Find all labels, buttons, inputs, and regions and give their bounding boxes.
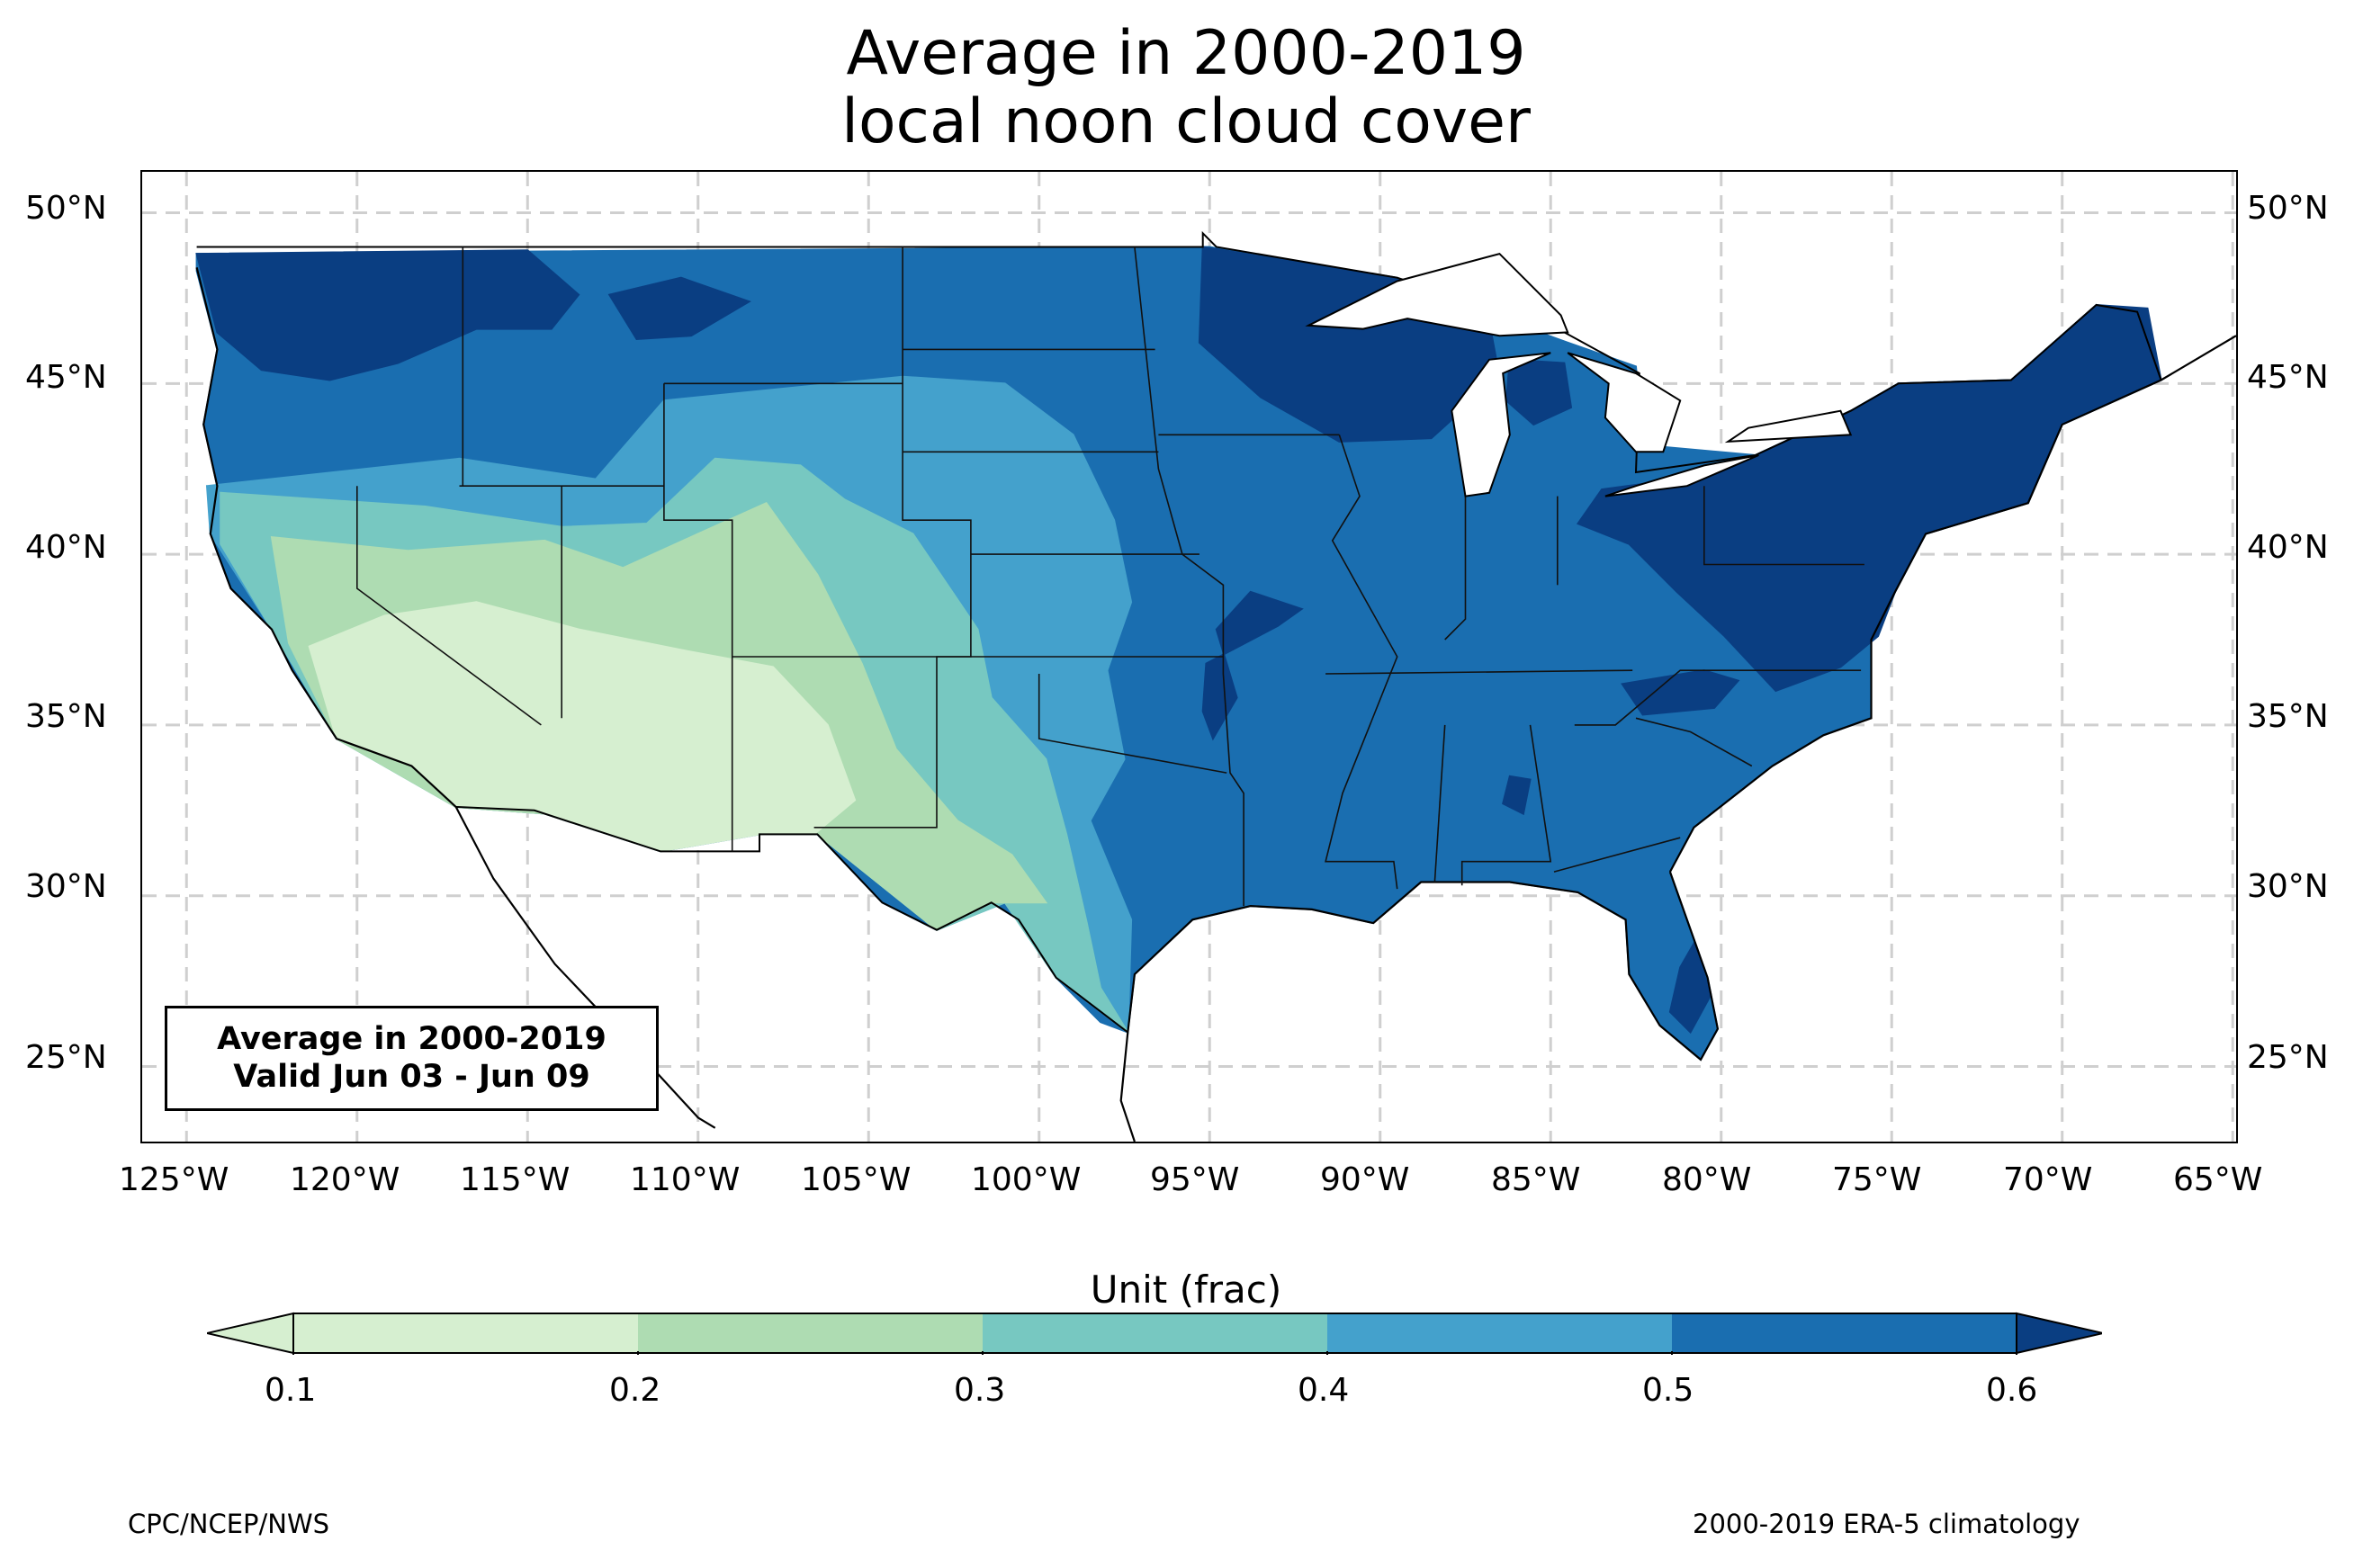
map-panel <box>140 170 2238 1143</box>
lat-tick-left-40: 40°N <box>25 529 107 566</box>
lat-tick-left-25: 25°N <box>25 1039 107 1076</box>
lon-tick-100w: 100°W <box>971 1161 1082 1198</box>
lat-tick-right-25: 25°N <box>2247 1039 2329 1076</box>
state-border-12 <box>1460 724 1552 886</box>
state-border-14 <box>1325 669 1633 675</box>
lat-tick-left-35: 35°N <box>25 698 107 735</box>
lon-tick-95w: 95°W <box>1150 1161 1240 1198</box>
colorbar-tick-0.4: 0.4 <box>1298 1372 1350 1409</box>
lon-tick-120w: 120°W <box>290 1161 400 1198</box>
west-coastline <box>195 267 716 1129</box>
colorbar-outline <box>292 1313 2017 1354</box>
lake-superior <box>1305 252 1569 337</box>
canada-border <box>196 230 2162 474</box>
lon-tick-70w: 70°W <box>2003 1161 2093 1198</box>
colorbar-label: Unit (frac) <box>1090 1268 1282 1312</box>
valid-period-box: Average in 2000-2019 Valid Jun 03 - Jun … <box>165 1006 659 1111</box>
lat-tick-right-40: 40°N <box>2247 529 2329 566</box>
lat-tick-right-30: 30°N <box>2247 868 2329 905</box>
valid-period-line-2: Valid Jun 03 - Jun 09 <box>233 1059 590 1095</box>
colorbar-band-3 <box>1327 1313 1672 1353</box>
cloud-cover-map <box>142 172 2236 1142</box>
lon-tick-65w: 65°W <box>2173 1161 2263 1198</box>
state-border-16 <box>1553 837 1681 873</box>
lake-michigan <box>1451 352 1551 497</box>
state-border-4 <box>356 486 542 726</box>
lon-tick-85w: 85°W <box>1491 1161 1581 1198</box>
band-0.6-washington <box>195 249 580 381</box>
map-title-line-2: local noon cloud cover <box>841 86 1531 157</box>
colorbar-extend-high <box>2016 1312 2102 1355</box>
cloud-cover-shading <box>195 246 2163 1062</box>
lon-tick-110w: 110°W <box>630 1161 741 1198</box>
footer-dataset: 2000-2019 ERA-5 climatology <box>1693 1509 2080 1539</box>
state-border-13 <box>1574 669 1862 726</box>
band-0.6-florida <box>1668 941 1712 1035</box>
lon-tick-80w: 80°W <box>1662 1161 1752 1198</box>
colorbar-band-1 <box>638 1313 983 1353</box>
state-border-7 <box>1325 435 1398 890</box>
lon-tick-115w: 115°W <box>460 1161 571 1198</box>
lake-huron <box>1567 352 1682 453</box>
colorbar-band-0 <box>293 1313 638 1353</box>
lon-tick-75w: 75°W <box>1832 1161 1922 1198</box>
lake-erie <box>1604 454 1759 497</box>
footer-source: CPC/NCEP/NWS <box>128 1509 330 1539</box>
colorbar-band-2 <box>983 1313 1327 1353</box>
gulf-coastline <box>1119 871 1720 1142</box>
band-0.6-montana <box>607 276 751 341</box>
state-border-11 <box>1433 724 1446 883</box>
state-border-6 <box>1134 246 1244 907</box>
colorbar-tick-0.2: 0.2 <box>609 1372 661 1409</box>
lon-tick-105w: 105°W <box>801 1161 912 1198</box>
colorbar-tick-0.3: 0.3 <box>954 1372 1006 1409</box>
colorbar-band-4 <box>1672 1313 2017 1353</box>
state-border-1 <box>663 383 733 852</box>
state-border-21 <box>1038 674 1227 774</box>
mexico-border <box>455 806 1128 1034</box>
map-title-line-1: Average in 2000-2019 <box>846 18 1526 89</box>
lat-tick-left-45: 45°N <box>25 359 107 396</box>
band-0.6-carolinas <box>1621 669 1740 716</box>
state-border-10 <box>1703 486 1864 566</box>
lake-ontario <box>1724 409 1853 444</box>
colorbar-tick-0.6: 0.6 <box>1986 1372 2038 1409</box>
colorbar-extend-low <box>207 1312 294 1355</box>
state-border-8 <box>1444 496 1467 641</box>
state-border-15 <box>1635 717 1753 767</box>
colorbar-tick-0.5: 0.5 <box>1642 1372 1694 1409</box>
band-0.6-ozarks <box>1201 590 1304 741</box>
coastline-and-borders <box>195 230 2236 1142</box>
lat-tick-right-35: 35°N <box>2247 698 2329 735</box>
lat-tick-right-45: 45°N <box>2247 359 2329 396</box>
lat-tick-left-50: 50°N <box>25 190 107 227</box>
band-0.6-alabama <box>1502 775 1532 816</box>
valid-period-line-1: Average in 2000-2019 <box>217 1021 606 1057</box>
lon-tick-90w: 90°W <box>1320 1161 1410 1198</box>
lat-tick-right-50: 50°N <box>2247 190 2329 227</box>
lat-tick-left-30: 30°N <box>25 868 107 905</box>
lon-tick-125w: 125°W <box>119 1161 229 1198</box>
colorbar-tick-0.1: 0.1 <box>265 1372 317 1409</box>
colorbar <box>207 1312 2102 1355</box>
east-coastline <box>1668 335 2236 873</box>
band-0.6-michigan <box>1505 358 1573 426</box>
